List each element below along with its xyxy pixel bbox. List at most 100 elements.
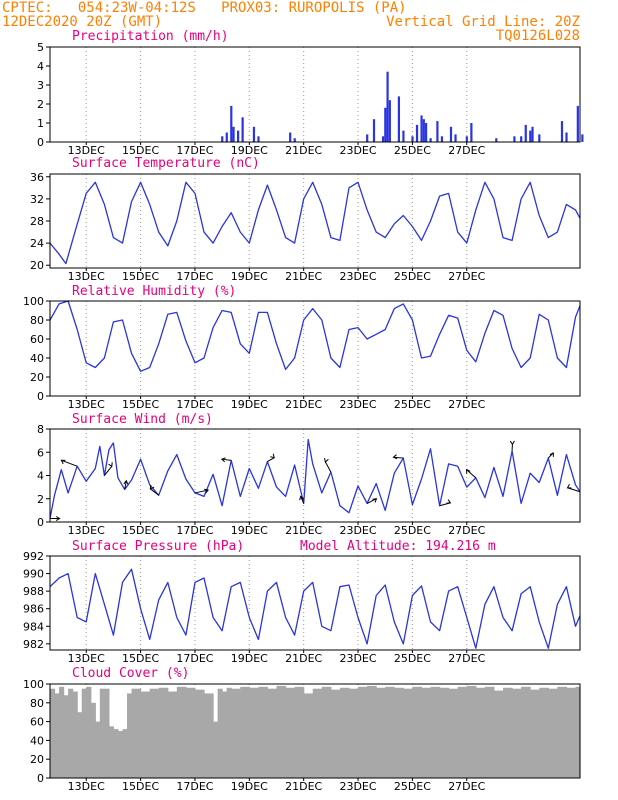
precip-bar bbox=[402, 130, 405, 142]
cloud-bar bbox=[213, 721, 219, 778]
cloud-bar bbox=[539, 687, 549, 778]
cloud-bar bbox=[466, 685, 477, 778]
wind-arrow bbox=[267, 457, 275, 462]
x-tick-label: 17DEC bbox=[176, 270, 213, 283]
y-tick-label: 1 bbox=[37, 117, 44, 130]
wind-series-line bbox=[49, 438, 581, 519]
panel-wind: 0 2 4 6 8 13DEC 15DEC 17DEC 19DEC 21DEC 23DEC 25DEC… bbox=[37, 423, 581, 537]
cloud-bar bbox=[95, 721, 101, 778]
wind-arrow-head bbox=[204, 488, 210, 494]
x-tick-label: 19DEC bbox=[231, 270, 268, 283]
x-tick-label: 21DEC bbox=[285, 398, 322, 411]
y-tick-label: 2 bbox=[37, 98, 44, 111]
precip-bar bbox=[454, 134, 457, 142]
plot-frame bbox=[49, 300, 581, 397]
x-tick-label: 21DEC bbox=[285, 780, 322, 793]
wind-arrow bbox=[221, 458, 232, 461]
wind-arrow-head bbox=[372, 498, 378, 503]
x-tick-label: 25DEC bbox=[394, 780, 431, 793]
precip-bar bbox=[415, 124, 419, 142]
precip-bar bbox=[252, 126, 256, 142]
cloud-bar bbox=[149, 688, 160, 778]
y-tick-label: 984 bbox=[23, 620, 44, 633]
cloud-bar bbox=[54, 693, 60, 778]
x-tick-label: 15DEC bbox=[122, 270, 159, 283]
cloud-bar bbox=[421, 687, 432, 778]
precip-bar bbox=[225, 132, 228, 142]
cloud-bar bbox=[127, 693, 133, 778]
wind-arrow bbox=[124, 480, 127, 490]
x-tick-label: 25DEC bbox=[394, 398, 431, 411]
cloud-bar bbox=[521, 686, 531, 778]
cloud-bar bbox=[158, 687, 169, 778]
y-tick-label: 100 bbox=[23, 678, 44, 691]
cloud-bar bbox=[249, 687, 259, 778]
panel-temp: 20 24 28 32 36 13DEC 15DEC 17DEC 19DEC 21DEC 23DEC… bbox=[30, 171, 581, 283]
cloud-bar bbox=[117, 731, 124, 778]
y-tick-label: 60 bbox=[30, 333, 44, 346]
y-tick-label: 32 bbox=[30, 193, 44, 206]
y-tick-label: 982 bbox=[23, 638, 44, 651]
x-tick-label: 27DEC bbox=[448, 398, 485, 411]
precip-bar bbox=[520, 136, 523, 142]
plot-frame bbox=[49, 555, 581, 651]
x-tick-label: 17DEC bbox=[176, 524, 213, 537]
precip-bar bbox=[381, 136, 385, 142]
cloud-bar bbox=[86, 686, 92, 778]
cloud-bar bbox=[68, 688, 74, 778]
precip-bar bbox=[440, 136, 444, 142]
precip-bar bbox=[386, 71, 389, 142]
cloud-bar bbox=[231, 688, 241, 778]
cloud-bar bbox=[557, 686, 568, 778]
y-tick-label: 4 bbox=[37, 470, 44, 483]
cloud-bar bbox=[358, 686, 368, 778]
wind-arrow-head bbox=[123, 479, 129, 485]
model-altitude-note: Model Altitude: 194.216 m bbox=[300, 539, 496, 554]
precip-bar bbox=[560, 121, 564, 142]
cloud-bar bbox=[321, 686, 332, 778]
cloud-bar bbox=[50, 688, 56, 778]
y-tick-label: 4 bbox=[37, 60, 44, 73]
y-tick-label: 990 bbox=[23, 568, 44, 581]
y-tick-label: 0 bbox=[37, 390, 44, 403]
y-tick-label: 80 bbox=[30, 697, 44, 710]
cloud-bar bbox=[104, 688, 110, 778]
panel-title-precip: Precipitation (mm/h) bbox=[72, 29, 229, 44]
wind-arrow-head bbox=[549, 452, 554, 457]
precip-bar bbox=[524, 124, 527, 142]
y-tick-label: 20 bbox=[30, 371, 44, 384]
cloud-bar bbox=[59, 686, 65, 778]
y-tick-label: 2 bbox=[37, 493, 44, 506]
x-tick-label: 27DEC bbox=[448, 652, 485, 665]
cloud-bar bbox=[204, 693, 214, 778]
wind-arrow bbox=[324, 461, 332, 473]
cloud-bar bbox=[394, 687, 404, 778]
cloud-bar bbox=[258, 686, 269, 778]
precip-bar bbox=[495, 138, 498, 142]
y-tick-label: 60 bbox=[30, 716, 44, 729]
x-tick-label: 13DEC bbox=[68, 524, 105, 537]
precip-bar bbox=[436, 121, 439, 142]
cloud-bar bbox=[194, 689, 205, 778]
cloud-bar bbox=[90, 702, 96, 778]
panel-title-temp: Surface Temperature (nC) bbox=[72, 156, 260, 171]
y-tick-label: 20 bbox=[30, 259, 44, 272]
precip-bar bbox=[422, 119, 425, 142]
wind-arrow bbox=[61, 459, 78, 467]
cloud-bar bbox=[81, 688, 87, 778]
y-tick-label: 20 bbox=[30, 753, 44, 766]
panel-pressure: 982 984 986 988 990 992 13DEC 15DEC 17DEC 19DEC 21… bbox=[23, 550, 581, 665]
cloud-bar bbox=[367, 685, 377, 778]
precip-bar bbox=[531, 126, 534, 142]
x-tick-label: 13DEC bbox=[68, 270, 105, 283]
x-tick-label: 23DEC bbox=[339, 524, 376, 537]
wind-arrow-head bbox=[392, 454, 398, 460]
y-tick-label: 24 bbox=[30, 237, 44, 250]
x-tick-label: 27DEC bbox=[448, 144, 485, 157]
panel-cloud: 0 20 40 60 80 100 13DEC 15DEC 17DEC 19DEC 21DEC 23D… bbox=[23, 678, 581, 793]
cloud-bar bbox=[430, 686, 441, 778]
wind-arrow-head bbox=[446, 499, 452, 504]
plot-frame bbox=[49, 428, 581, 523]
cloud-bar bbox=[457, 686, 468, 778]
pressure-series-line bbox=[49, 568, 581, 649]
